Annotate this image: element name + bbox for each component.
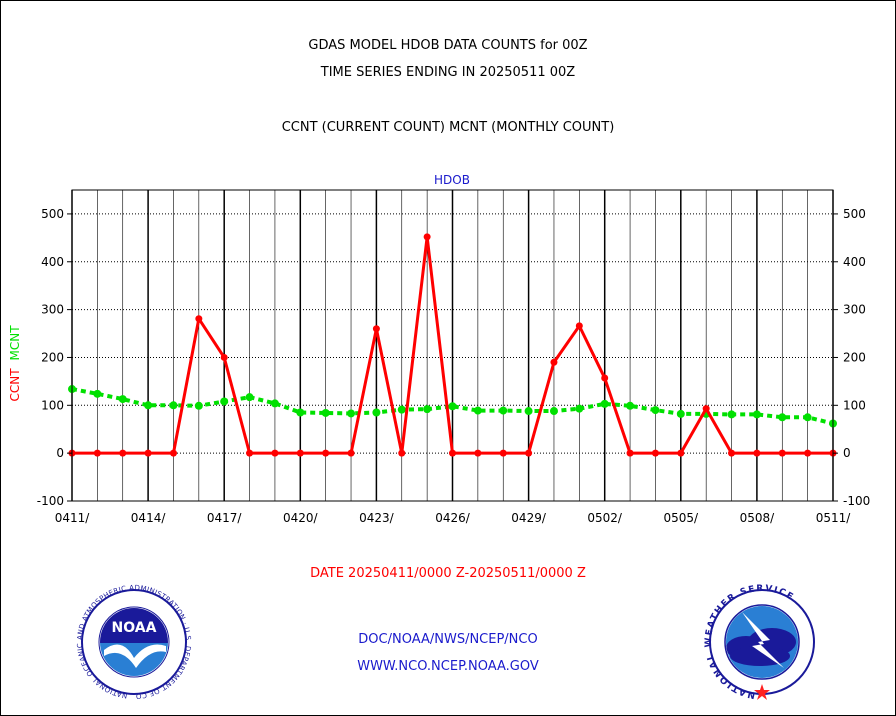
x-tick-label: 0508/ bbox=[740, 511, 776, 525]
mcnt-point bbox=[270, 399, 279, 408]
mcnt-point bbox=[803, 413, 812, 422]
mcnt-point bbox=[600, 399, 609, 408]
chart-title-line1: GDAS MODEL HDOB DATA COUNTS for 00Z bbox=[308, 38, 588, 53]
mcnt-point bbox=[372, 408, 381, 417]
y-tick-label-left: 300 bbox=[41, 303, 64, 317]
y-tick-label-left: 500 bbox=[41, 207, 64, 221]
x-tick-label: 0426/ bbox=[435, 511, 471, 525]
chart-subtitle: CCNT (CURRENT COUNT) MCNT (MONTHLY COUNT… bbox=[281, 120, 615, 135]
mcnt-point bbox=[473, 406, 482, 415]
mcnt-point bbox=[93, 389, 102, 398]
y-tick-label-right: -100 bbox=[843, 494, 870, 508]
ccnt-point bbox=[651, 449, 659, 457]
mcnt-point bbox=[347, 409, 356, 418]
y-tick-label-left: 0 bbox=[56, 446, 64, 460]
y-tick-label-left: -100 bbox=[37, 494, 64, 508]
ccnt-point bbox=[575, 322, 583, 330]
ccnt-point bbox=[525, 449, 533, 457]
y-tick-label-right: 500 bbox=[843, 207, 866, 221]
y-tick-label-left: 200 bbox=[41, 350, 64, 364]
y-tick-label-right: 400 bbox=[843, 255, 866, 269]
ccnt-point bbox=[93, 449, 101, 457]
mcnt-point bbox=[524, 407, 533, 416]
x-tick-label: 0417/ bbox=[207, 511, 243, 525]
mcnt-point bbox=[194, 401, 203, 410]
ccnt-point bbox=[322, 449, 330, 457]
series-layer bbox=[68, 233, 837, 457]
ccnt-point bbox=[347, 449, 355, 457]
mcnt-point bbox=[321, 408, 330, 417]
mcnt-point bbox=[118, 395, 127, 404]
x-tick-label: 0429/ bbox=[511, 511, 547, 525]
ccnt-point bbox=[423, 233, 431, 241]
y-tick-label-left: 100 bbox=[41, 398, 64, 412]
mcnt-point bbox=[499, 406, 508, 415]
ccnt-point bbox=[474, 449, 482, 457]
ccnt-point bbox=[449, 449, 456, 457]
ccnt-point bbox=[778, 449, 786, 457]
ccnt-point bbox=[702, 405, 710, 413]
x-tick-label: 0505/ bbox=[664, 511, 700, 525]
ccnt-point bbox=[753, 449, 761, 457]
mcnt-point bbox=[549, 407, 558, 416]
ccnt-point bbox=[246, 449, 254, 457]
mcnt-point bbox=[448, 402, 457, 411]
ccnt-point bbox=[220, 353, 228, 361]
ccnt-point bbox=[626, 449, 634, 457]
mcnt-point bbox=[144, 401, 153, 410]
date-range: DATE 20250411/0000 Z-20250511/0000 Z bbox=[310, 566, 586, 581]
mcnt-point bbox=[423, 405, 432, 414]
ccnt-point bbox=[372, 325, 380, 333]
mcnt-point bbox=[397, 405, 406, 414]
mcnt-point bbox=[676, 409, 685, 418]
x-tick-label: 0511/ bbox=[816, 511, 852, 525]
mcnt-point bbox=[651, 406, 660, 415]
y-tick-label-right: 200 bbox=[843, 350, 866, 364]
mcnt-point bbox=[575, 404, 584, 413]
mcnt-point bbox=[778, 413, 787, 422]
x-tick-label: 0423/ bbox=[359, 511, 395, 525]
y-tick-label-right: 300 bbox=[843, 303, 866, 317]
mcnt-point bbox=[626, 401, 635, 410]
ccnt-point bbox=[728, 449, 736, 457]
chart-title-line2: TIME SERIES ENDING IN 20250511 00Z bbox=[320, 65, 576, 80]
ccnt-point bbox=[144, 449, 152, 457]
y-tick-label-left: 400 bbox=[41, 255, 64, 269]
ccnt-point bbox=[271, 449, 279, 457]
ccnt-point bbox=[677, 449, 685, 457]
plot-frame bbox=[71, 189, 834, 502]
ccnt-point bbox=[119, 449, 127, 457]
ccnt-point bbox=[499, 449, 507, 457]
mcnt-point bbox=[169, 401, 178, 410]
ccnt-point bbox=[550, 358, 558, 366]
ccnt-point bbox=[195, 315, 203, 323]
y-axis-label: CCNT MCNT bbox=[8, 325, 22, 402]
mcnt-point bbox=[296, 408, 305, 417]
x-tick-label: 0420/ bbox=[283, 511, 319, 525]
x-tick-label: 0414/ bbox=[131, 511, 167, 525]
mcnt-point bbox=[752, 410, 761, 419]
y-tick-label-right: 100 bbox=[843, 398, 866, 412]
y-tick-label-right: 0 bbox=[843, 446, 851, 460]
x-tick-label: 0411/ bbox=[55, 511, 91, 525]
mcnt-point bbox=[245, 393, 254, 402]
ccnt-point bbox=[296, 449, 304, 457]
axis-layer: -100 -100 0 0 100 100 200 200 300 300 400 400 500 500… bbox=[37, 189, 870, 525]
ccnt-point bbox=[398, 449, 406, 457]
agency-link[interactable]: DOC/NOAA/NWS/NCEP/NCO bbox=[358, 632, 538, 647]
mcnt-point bbox=[220, 397, 229, 406]
ccnt-point bbox=[601, 374, 609, 382]
ccnt-point bbox=[169, 449, 177, 457]
x-tick-label: 0502/ bbox=[587, 511, 623, 525]
mcnt-point bbox=[727, 410, 736, 419]
y-axis-label-mcnt: MCNT bbox=[8, 325, 22, 361]
website-link[interactable]: WWW.NCO.NCEP.NOAA.GOV bbox=[357, 659, 539, 674]
ccnt-point bbox=[804, 449, 812, 457]
y-axis-label-ccnt: CCNT bbox=[8, 368, 22, 402]
plot-title: HDOB bbox=[434, 173, 470, 187]
